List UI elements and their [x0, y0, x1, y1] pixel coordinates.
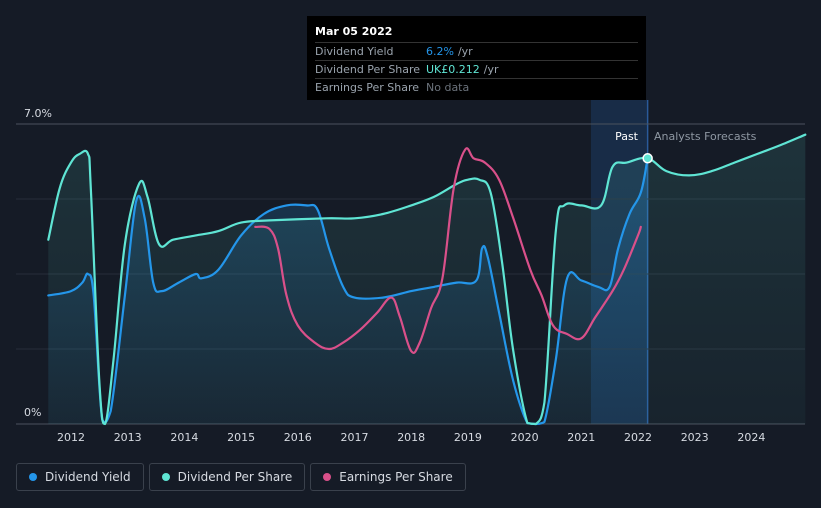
x-tick-label: 2019 [454, 431, 482, 444]
forecast-label: Analysts Forecasts [654, 130, 757, 143]
tooltip-row-dividend-yield: Dividend Yield 6.2% /yr [315, 42, 638, 60]
x-tick-label: 2016 [284, 431, 312, 444]
legend-label: Earnings Per Share [339, 470, 453, 484]
y-tick-label: 7.0% [24, 107, 52, 120]
tooltip: Mar 05 2022 Dividend Yield 6.2% /yr Divi… [307, 16, 646, 100]
dividend-per-share-area [48, 134, 806, 424]
tooltip-date: Mar 05 2022 [315, 25, 393, 38]
dividend-yield-dot-icon [29, 473, 37, 481]
hover-markers [642, 153, 653, 164]
y-axis-ticks: 0% 7.0% [24, 107, 52, 419]
dividend-yield-line [47, 157, 649, 426]
tooltip-unit: /yr [483, 63, 499, 76]
dividend-per-share-line [47, 133, 807, 426]
series-areas [48, 134, 806, 425]
y-tick-label: 0% [24, 406, 41, 419]
x-tick-label: 2015 [227, 431, 255, 444]
tooltip-label: Dividend Per Share [315, 63, 421, 76]
x-tick-label: 2021 [567, 431, 595, 444]
past-label: Past [615, 130, 639, 143]
legend-dividend-yield[interactable]: Dividend Yield [16, 463, 144, 491]
x-tick-label: 2023 [681, 431, 709, 444]
x-tick-label: 2020 [511, 431, 539, 444]
x-tick-label: 2012 [57, 431, 85, 444]
x-tick-label: 2022 [624, 431, 652, 444]
tooltip-value: UK£0.212 [426, 63, 480, 76]
x-tick-label: 2014 [170, 431, 198, 444]
legend-label: Dividend Yield [45, 470, 131, 484]
x-tick-label: 2024 [737, 431, 765, 444]
x-axis-ticks: 2012 2013 2014 2015 2016 2017 2018 2019 2020 2021… [57, 431, 765, 444]
tooltip-label: Dividend Yield [315, 45, 394, 58]
x-tick-label: 2017 [341, 431, 369, 444]
tooltip-value: 6.2% [426, 45, 454, 58]
dividend-per-share-dot-icon [161, 473, 170, 481]
earnings-per-share-line [254, 147, 642, 354]
x-tick-label: 2013 [114, 431, 142, 444]
hover-point-marker [642, 153, 653, 164]
legend-dividend-per-share[interactable]: Dividend Per Share [148, 463, 306, 491]
tooltip-value: No data [426, 81, 470, 94]
earnings-per-share-dot-icon [323, 473, 332, 481]
x-tick-label: 2018 [397, 431, 425, 444]
tooltip-unit: /yr [457, 45, 473, 58]
tooltip-row-earnings-per-share: Earnings Per Share No data [315, 78, 638, 96]
legend: Dividend Yield Dividend Per Share Earnin… [16, 463, 466, 491]
series-lines [47, 133, 807, 426]
tooltip-row-dividend-per-share: Dividend Per Share UK£0.212 /yr [315, 60, 638, 78]
legend-label: Dividend Per Share [177, 470, 293, 484]
legend-earnings-per-share[interactable]: Earnings Per Share [310, 463, 466, 491]
tooltip-label: Earnings Per Share [315, 81, 420, 94]
